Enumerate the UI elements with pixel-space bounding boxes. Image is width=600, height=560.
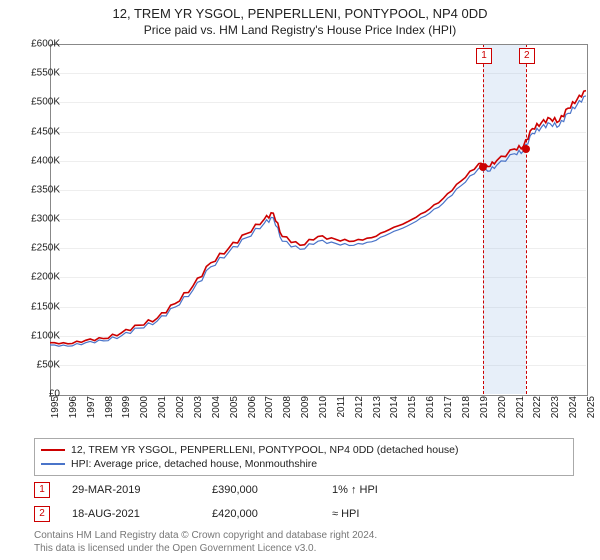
x-tick-label: 2001 xyxy=(157,396,168,418)
x-tick-label: 2005 xyxy=(229,396,240,418)
x-tick-label: 2013 xyxy=(372,396,383,418)
x-tick-label: 2017 xyxy=(443,396,454,418)
sale-row-2: 2 18-AUG-2021 £420,000 ≈ HPI xyxy=(34,506,574,522)
x-tick-label: 2002 xyxy=(175,396,186,418)
x-tick-label: 1996 xyxy=(68,396,79,418)
x-tick-label: 2011 xyxy=(336,396,347,418)
x-tick-label: 1998 xyxy=(104,396,115,418)
y-tick-label: £600K xyxy=(10,39,60,50)
y-tick-label: £250K xyxy=(10,243,60,254)
x-tick-label: 2009 xyxy=(300,396,311,418)
x-tick-label: 2020 xyxy=(497,396,508,418)
chart-sale-badge: 2 xyxy=(519,48,535,64)
y-tick-label: £50K xyxy=(10,359,60,370)
series-line xyxy=(50,91,586,344)
legend-item: 12, TREM YR YSGOL, PENPERLLENI, PONTYPOO… xyxy=(41,443,567,457)
y-tick-label: £550K xyxy=(10,68,60,79)
x-tick-label: 2015 xyxy=(407,396,418,418)
footnote-line: Contains HM Land Registry data © Crown c… xyxy=(34,530,377,541)
x-tick-label: 2025 xyxy=(586,396,597,418)
page-subtitle: Price paid vs. HM Land Registry's House … xyxy=(0,21,600,41)
y-tick-label: £200K xyxy=(10,272,60,283)
series-line xyxy=(50,96,586,346)
x-tick-label: 2007 xyxy=(264,396,275,418)
sale-vs-hpi: 1% ↑ HPI xyxy=(332,484,452,496)
x-tick-label: 2004 xyxy=(211,396,222,418)
sale-vs-hpi: ≈ HPI xyxy=(332,508,452,520)
x-tick-label: 2003 xyxy=(193,396,204,418)
legend-swatch xyxy=(41,449,65,451)
sale-badge: 2 xyxy=(34,506,50,522)
y-tick-label: £100K xyxy=(10,330,60,341)
footnote-line: This data is licensed under the Open Gov… xyxy=(34,543,316,554)
legend-swatch xyxy=(41,463,65,465)
legend-label: HPI: Average price, detached house, Monm… xyxy=(71,458,317,470)
x-tick-label: 2016 xyxy=(425,396,436,418)
y-tick-label: £150K xyxy=(10,301,60,312)
legend-label: 12, TREM YR YSGOL, PENPERLLENI, PONTYPOO… xyxy=(71,444,459,456)
sale-dot xyxy=(479,163,487,171)
x-tick-label: 1995 xyxy=(50,396,61,418)
y-tick-label: £450K xyxy=(10,126,60,137)
container: 12, TREM YR YSGOL, PENPERLLENI, PONTYPOO… xyxy=(0,0,600,560)
x-tick-label: 2008 xyxy=(282,396,293,418)
x-tick-label: 2024 xyxy=(568,396,579,418)
legend-box: 12, TREM YR YSGOL, PENPERLLENI, PONTYPOO… xyxy=(34,438,574,476)
page-title: 12, TREM YR YSGOL, PENPERLLENI, PONTYPOO… xyxy=(0,0,600,21)
legend-item: HPI: Average price, detached house, Monm… xyxy=(41,457,567,471)
sale-row-1: 1 29-MAR-2019 £390,000 1% ↑ HPI xyxy=(34,482,574,498)
sale-date: 29-MAR-2019 xyxy=(72,484,212,496)
x-tick-label: 2023 xyxy=(550,396,561,418)
y-tick-label: £300K xyxy=(10,214,60,225)
x-tick-label: 2019 xyxy=(479,396,490,418)
y-tick-label: £350K xyxy=(10,184,60,195)
footnote: Contains HM Land Registry data © Crown c… xyxy=(34,530,574,555)
x-tick-label: 1997 xyxy=(86,396,97,418)
x-tick-label: 2000 xyxy=(139,396,150,418)
x-tick-label: 1999 xyxy=(121,396,132,418)
sale-date: 18-AUG-2021 xyxy=(72,508,212,520)
line-chart xyxy=(50,44,586,394)
x-tick-label: 2018 xyxy=(461,396,472,418)
y-tick-label: £400K xyxy=(10,155,60,166)
x-tick-label: 2014 xyxy=(389,396,400,418)
x-tick-label: 2022 xyxy=(532,396,543,418)
sale-price: £420,000 xyxy=(212,508,332,520)
sale-dot xyxy=(522,145,530,153)
chart-sale-badge: 1 xyxy=(476,48,492,64)
x-tick-label: 2006 xyxy=(247,396,258,418)
x-tick-label: 2012 xyxy=(354,396,365,418)
sale-price: £390,000 xyxy=(212,484,332,496)
y-tick-label: £500K xyxy=(10,97,60,108)
x-tick-label: 2010 xyxy=(318,396,329,418)
sale-badge: 1 xyxy=(34,482,50,498)
x-tick-label: 2021 xyxy=(515,396,526,418)
